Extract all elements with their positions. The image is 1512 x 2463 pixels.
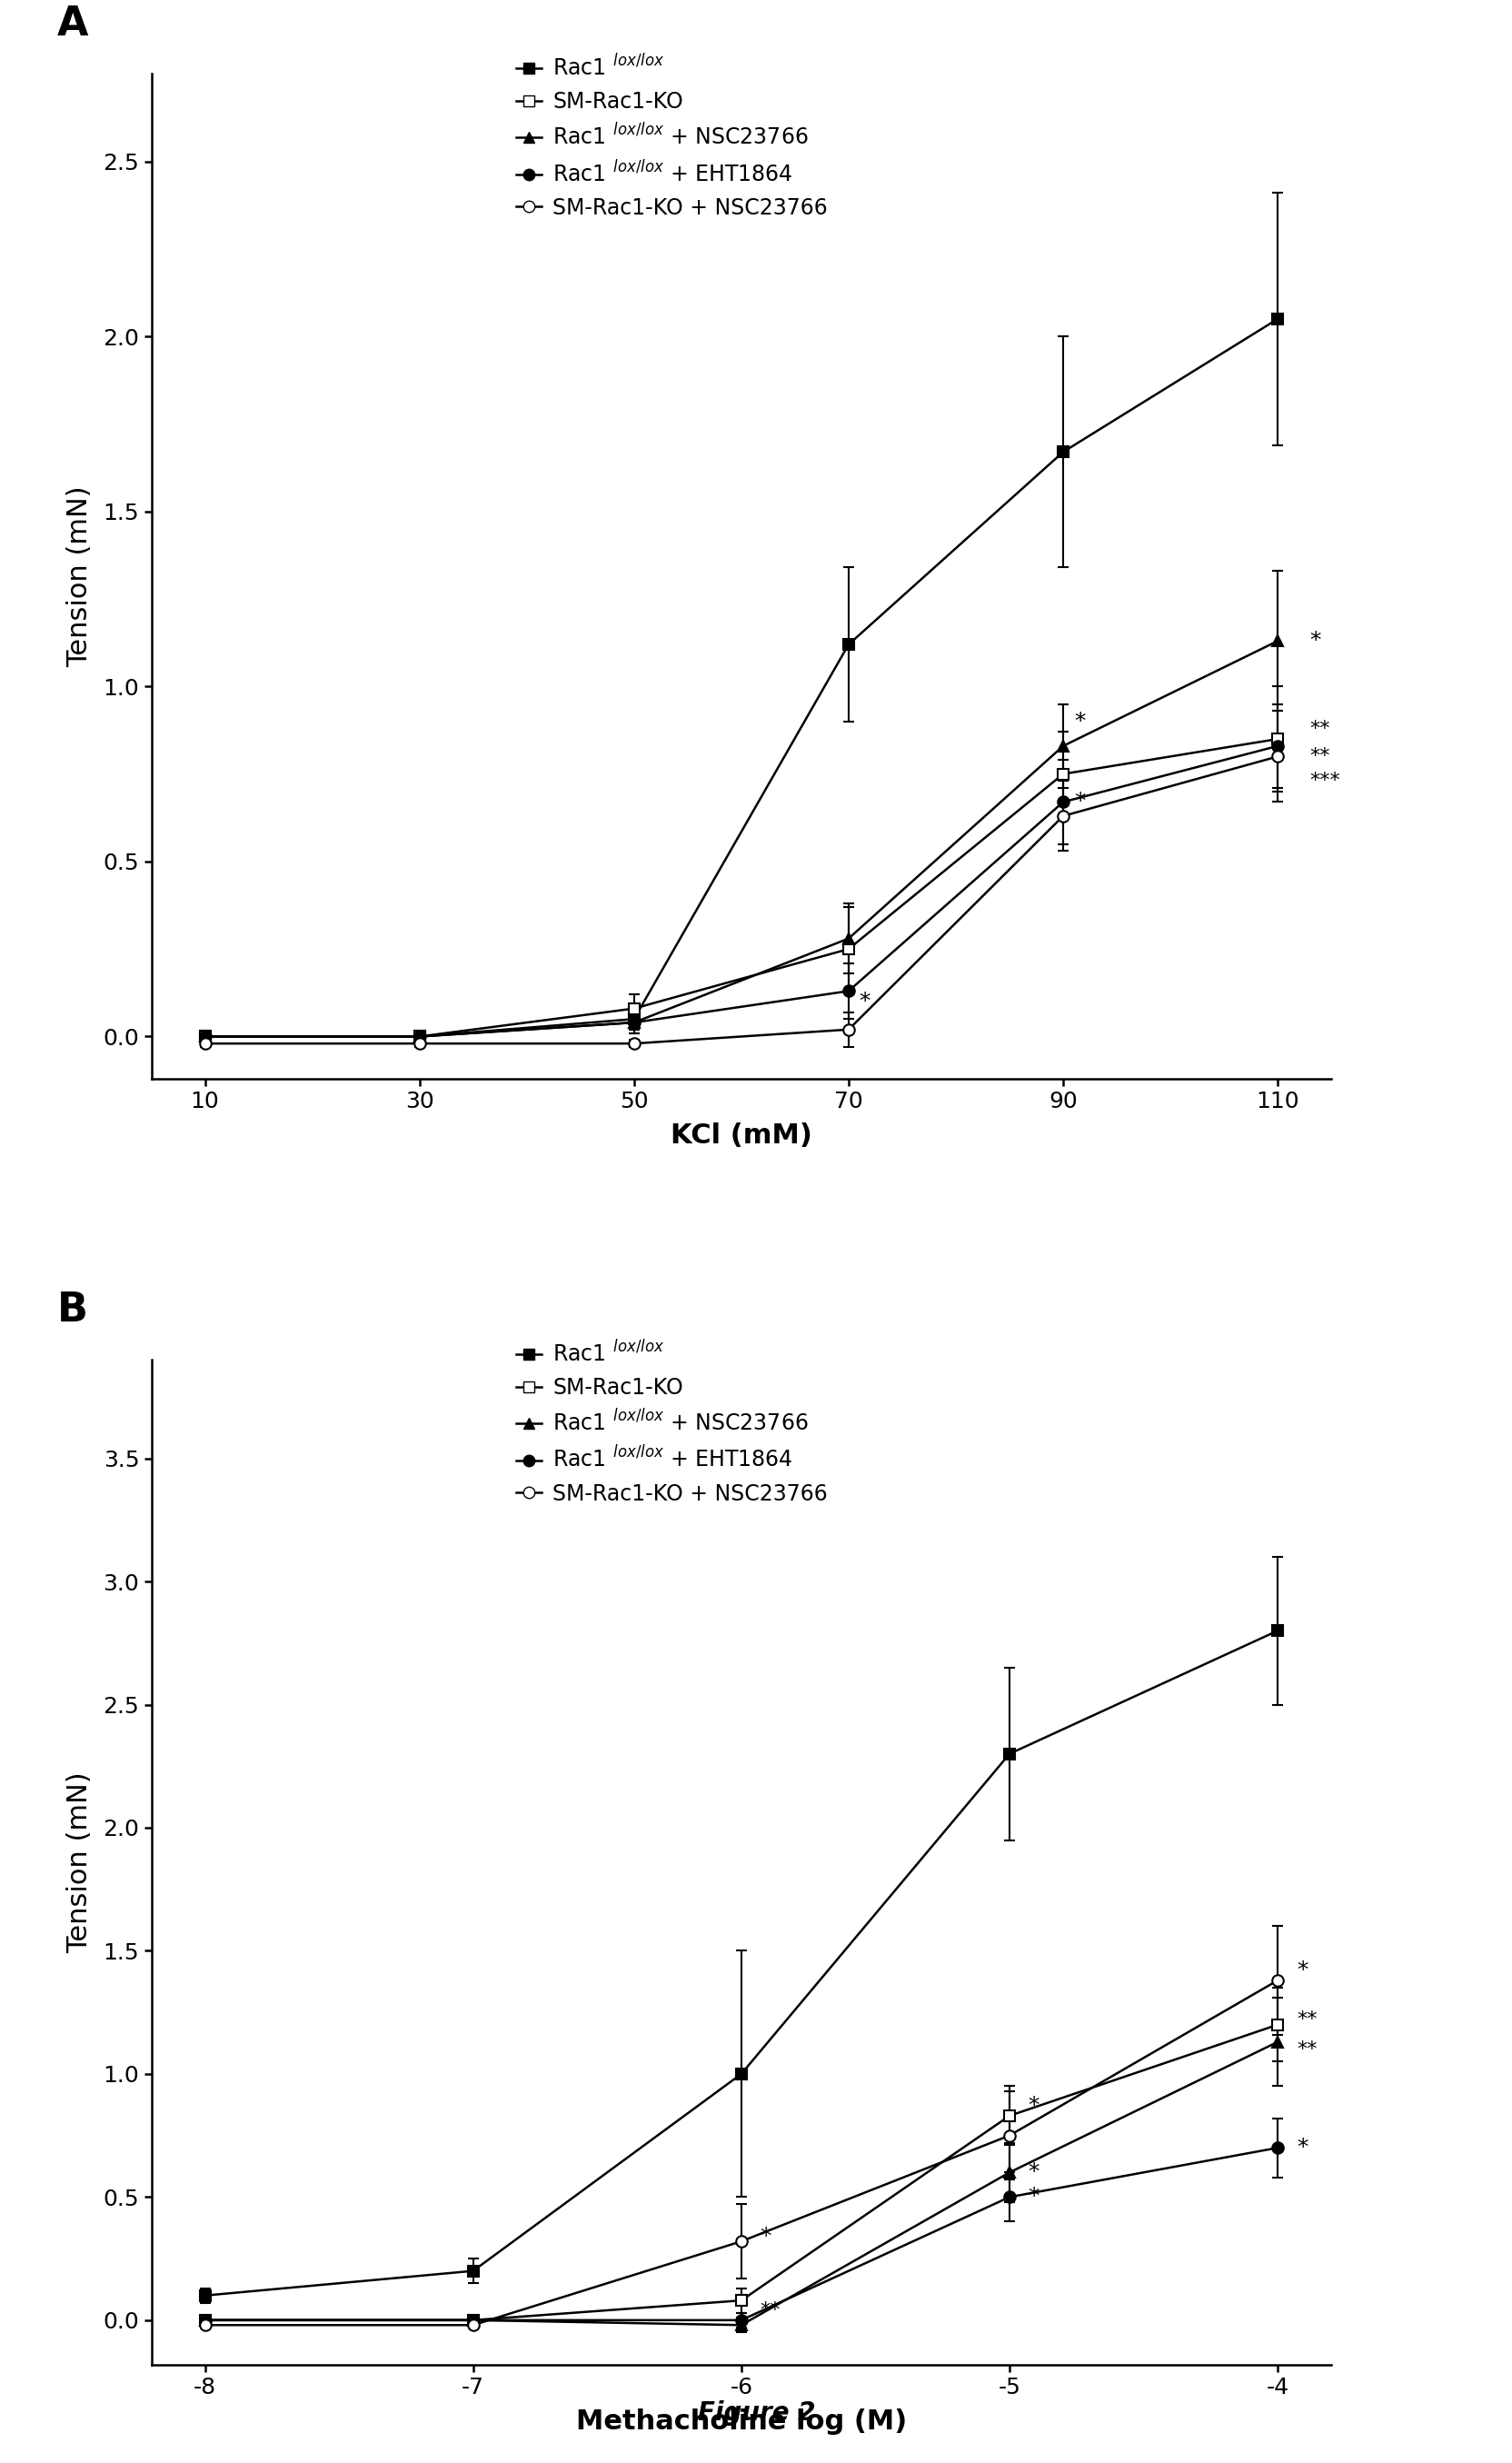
Text: *: * [1028,2096,1039,2116]
Text: *: * [1028,2163,1039,2182]
Text: **: ** [1309,746,1329,766]
Legend: Rac1 $^{lox/lox}$, SM-Rac1-KO, Rac1 $^{lox/lox}$ + NSC23766, Rac1 $^{lox/lox}$ +: Rac1 $^{lox/lox}$, SM-Rac1-KO, Rac1 $^{l… [516,54,827,219]
Text: *: * [1028,2187,1039,2207]
Text: *: * [1309,631,1320,653]
Text: *: * [1074,791,1084,813]
Text: Figure 2: Figure 2 [697,2401,815,2426]
Text: *: * [859,990,869,1012]
Y-axis label: Tension (mN): Tension (mN) [67,485,92,667]
Text: **: ** [1309,719,1329,736]
Legend: Rac1 $^{lox/lox}$, SM-Rac1-KO, Rac1 $^{lox/lox}$ + NSC23766, Rac1 $^{lox/lox}$ +: Rac1 $^{lox/lox}$, SM-Rac1-KO, Rac1 $^{l… [516,1340,827,1505]
Text: *: * [1296,2138,1306,2158]
Text: A: A [57,5,88,44]
Text: **: ** [1296,2010,1315,2030]
Text: *: * [1074,712,1084,732]
Text: **: ** [759,2300,780,2320]
Y-axis label: Tension (mN): Tension (mN) [67,1771,92,1953]
X-axis label: KCl (mM): KCl (mM) [670,1123,812,1148]
X-axis label: Methacholine log (M): Methacholine log (M) [576,2409,906,2436]
Text: *: * [1296,1961,1306,1980]
Text: *: * [759,2227,771,2246]
Text: B: B [57,1291,88,1330]
Text: ***: *** [1309,771,1340,791]
Text: **: ** [1296,2039,1315,2059]
